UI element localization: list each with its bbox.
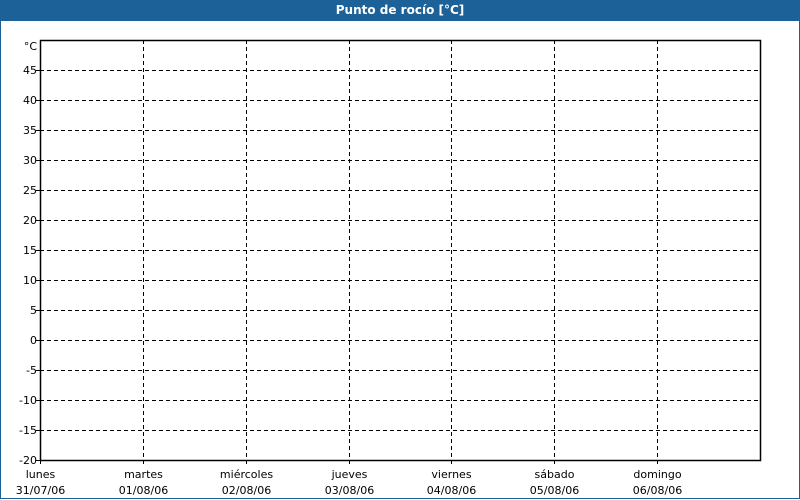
y-tick-label: 25	[23, 184, 37, 197]
x-tick-date: 02/08/06	[222, 484, 271, 497]
x-tick-date: 05/08/06	[530, 484, 579, 497]
y-axis-unit: °C	[24, 40, 38, 53]
x-tick-day: miércoles	[220, 468, 273, 481]
x-tick-day: domingo	[633, 468, 681, 481]
y-tick-label: 40	[23, 94, 37, 107]
x-tick-date: 31/07/06	[16, 484, 65, 497]
y-tick-label: 0	[30, 334, 37, 347]
x-tick-day: viernes	[431, 468, 471, 481]
y-tick-label: -15	[19, 424, 37, 437]
y-tick-label: 30	[23, 154, 37, 167]
x-tick-day: jueves	[331, 468, 368, 481]
y-tick-label: 10	[23, 274, 37, 287]
x-tick-date: 04/08/06	[427, 484, 476, 497]
y-tick-label: 15	[23, 244, 37, 257]
x-tick-date: 01/08/06	[119, 484, 168, 497]
y-tick-label: 45	[23, 64, 37, 77]
y-tick-label: -10	[19, 394, 37, 407]
x-tick-day: martes	[124, 468, 163, 481]
y-tick-label: -5	[26, 364, 37, 377]
x-tick-date: 03/08/06	[325, 484, 374, 497]
y-tick-label: -20	[19, 454, 37, 467]
y-tick-label: 5	[30, 304, 37, 317]
x-tick-date: 06/08/06	[633, 484, 682, 497]
y-tick-label: 35	[23, 124, 37, 137]
x-tick-day: sábado	[535, 468, 575, 481]
plot-area	[39, 39, 762, 462]
y-tick-label: 20	[23, 214, 37, 227]
chart-title: Punto de rocío [°C]	[0, 0, 800, 21]
x-tick-day: lunes	[26, 468, 56, 481]
